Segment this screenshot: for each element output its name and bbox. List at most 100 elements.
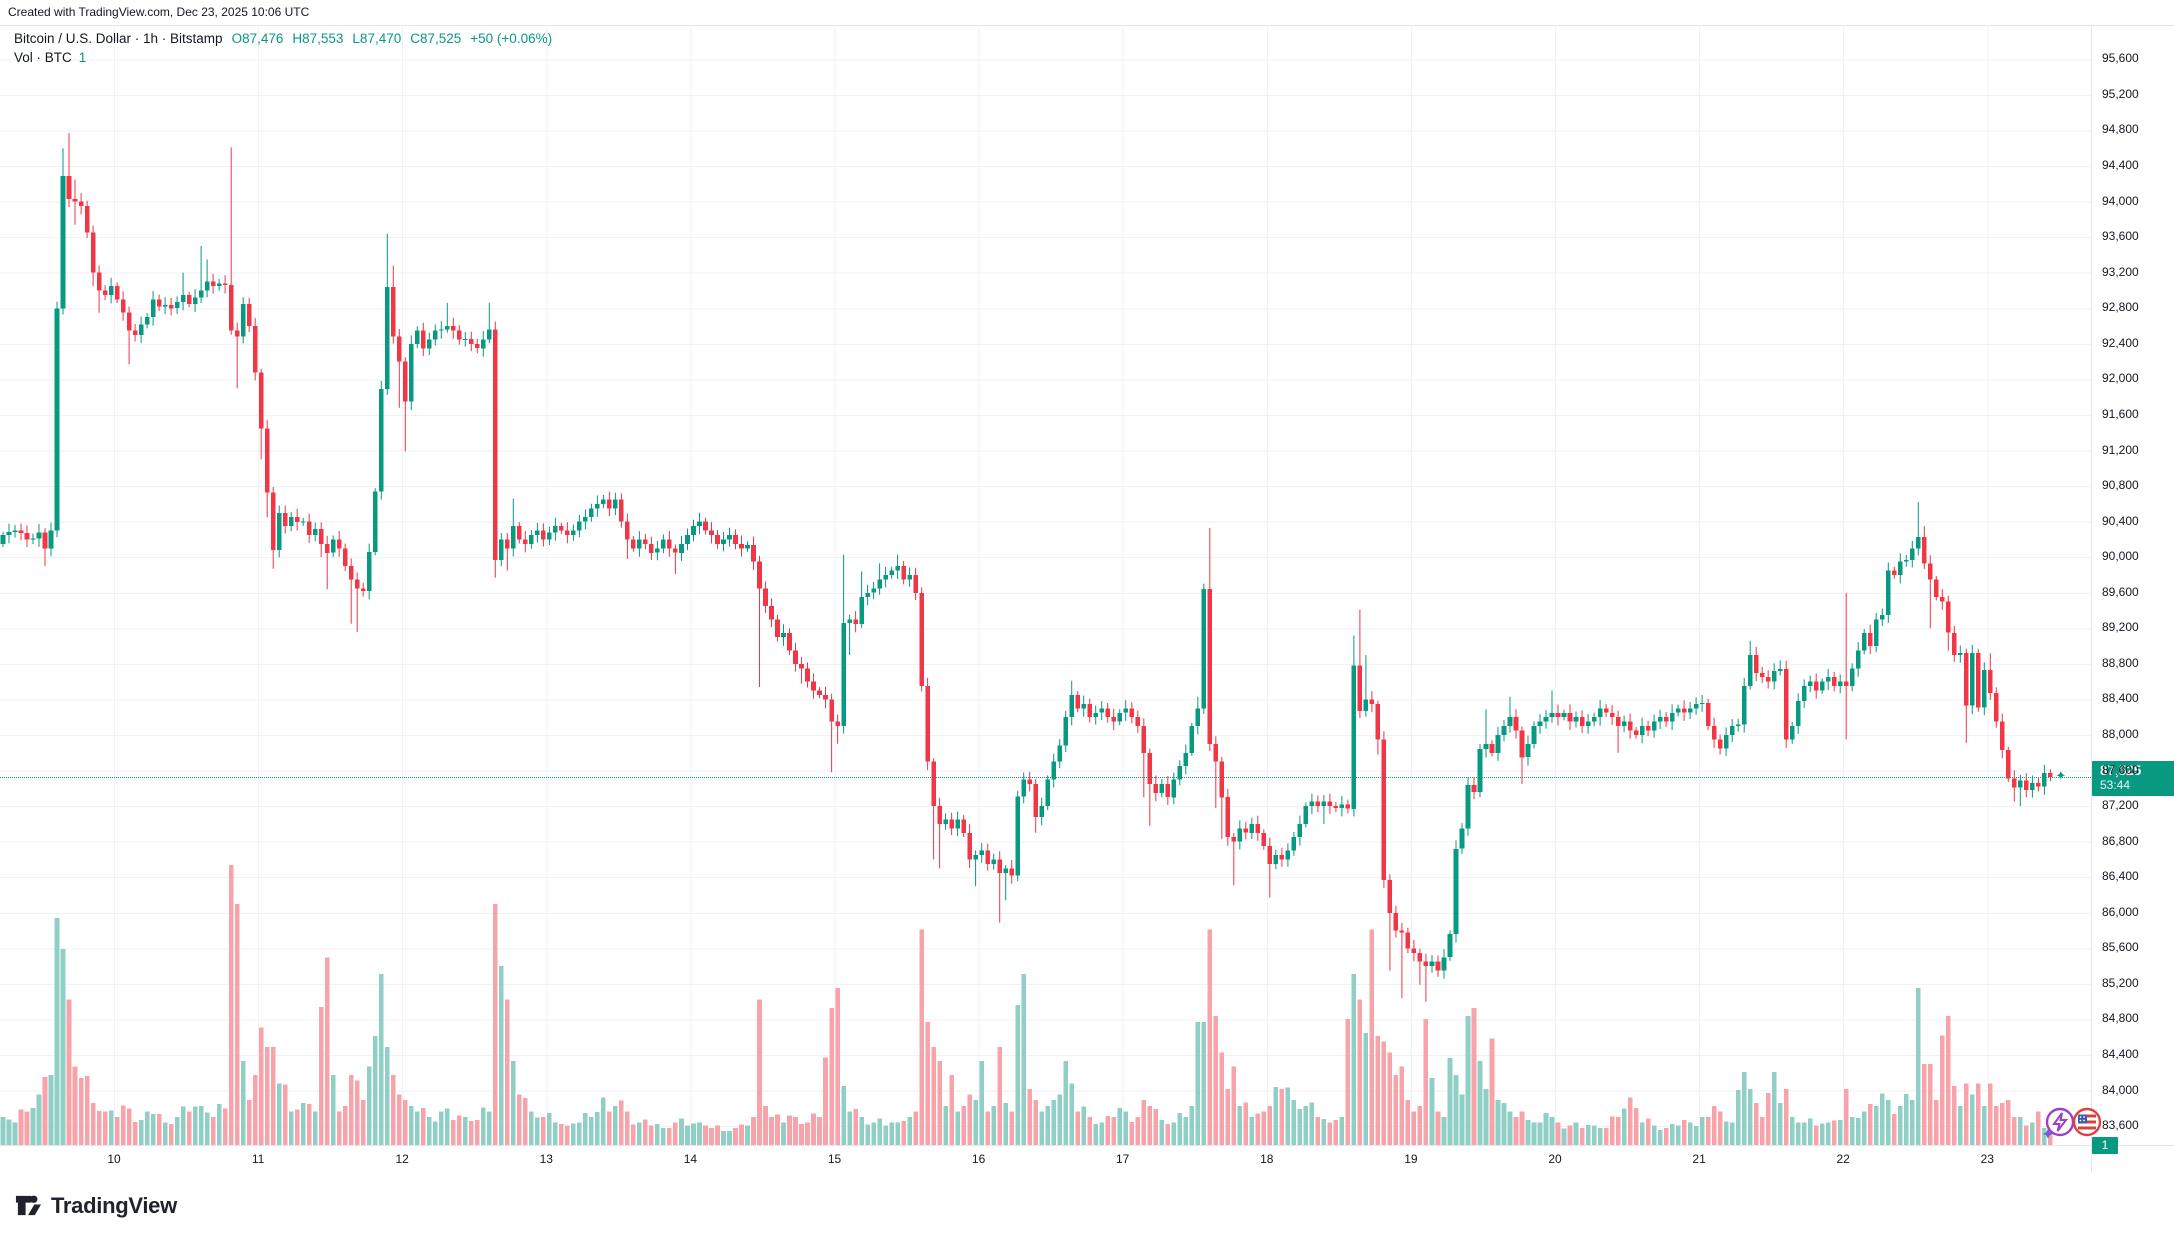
price-gridline — [0, 59, 2091, 61]
candle-wick — [68, 133, 70, 207]
volume-bar — [30, 1107, 36, 1145]
volume-bar — [895, 1122, 900, 1145]
volume-bar — [523, 1098, 528, 1145]
candle-body — [1561, 712, 1567, 718]
volume-bar — [1651, 1125, 1657, 1145]
candle-body — [1039, 806, 1044, 817]
volume-bar — [775, 1114, 780, 1145]
candle-body — [210, 281, 216, 286]
volume-bar — [1369, 929, 1375, 1145]
candle-body — [366, 551, 372, 591]
volume-label[interactable]: Vol · BTC — [14, 50, 72, 65]
volume-bar — [1663, 1128, 1669, 1145]
candle-body — [799, 663, 804, 669]
volume-bar — [1633, 1107, 1639, 1145]
candle-body — [583, 517, 588, 522]
time-axis-label: 13 — [539, 1152, 553, 1166]
volume-bar — [1279, 1089, 1285, 1145]
volume-bar — [661, 1128, 666, 1145]
volume-bar — [1549, 1117, 1555, 1145]
candle-body — [1093, 712, 1098, 718]
candle-body — [1477, 749, 1483, 792]
candle-body — [391, 286, 396, 337]
volume-bar — [1477, 1061, 1483, 1145]
volume-bar — [577, 1122, 582, 1145]
volume-bar — [2012, 1117, 2017, 1145]
volume-bar — [330, 1075, 336, 1145]
day-gridline — [1843, 25, 1845, 1145]
candle-body — [1982, 670, 1987, 708]
price-gridline — [0, 557, 2091, 559]
volume-bar — [1837, 1119, 1843, 1145]
volume-bar — [132, 1121, 138, 1145]
volume-bar — [673, 1122, 678, 1145]
candle-body — [1075, 695, 1080, 709]
us-flag-event-icon[interactable] — [2072, 1107, 2102, 1137]
volume-bar — [240, 1061, 246, 1145]
candle-body — [961, 819, 966, 833]
candle-body — [1904, 559, 1909, 562]
candle-body — [156, 299, 162, 307]
candle-body — [1321, 801, 1327, 807]
volume-bar — [1321, 1118, 1327, 1145]
candle-body — [336, 539, 342, 549]
price-gridline — [0, 912, 2091, 914]
volume-bar — [415, 1111, 420, 1145]
candle-wick — [837, 714, 839, 744]
ai-event-icon[interactable] — [2043, 1107, 2075, 1139]
candle-wick — [356, 572, 358, 632]
candle-body — [2036, 783, 2041, 787]
volume-bar — [841, 1086, 846, 1145]
tradingview-logo-text: TradingView — [51, 1192, 177, 1218]
price-axis-label: 91,600 — [2102, 406, 2139, 421]
price-axis-label: 86,800 — [2102, 833, 2139, 848]
candle-body — [1423, 961, 1429, 967]
volume-bar — [1357, 999, 1363, 1145]
price-axis-border — [2091, 25, 2092, 1172]
candle-body — [1045, 779, 1050, 807]
ohlc-high: H87,553 — [292, 31, 344, 46]
candle-body — [132, 330, 138, 335]
time-axis-label: 10 — [107, 1152, 121, 1166]
time-axis-label: 19 — [1404, 1152, 1418, 1166]
volume-bar — [252, 1075, 258, 1145]
volume-bar — [1585, 1125, 1591, 1145]
symbol-title[interactable]: Bitcoin / U.S. Dollar · 1h · Bitstamp — [14, 31, 223, 46]
candle-body — [1291, 837, 1297, 851]
candle-body — [1627, 721, 1633, 731]
volume-bar — [937, 1061, 942, 1145]
candle-body — [1381, 739, 1387, 880]
tradingview-logo[interactable]: TradingView — [15, 1192, 177, 1219]
candle-body — [1237, 828, 1243, 842]
candle-body — [1021, 779, 1026, 797]
price-axis-label: 85,600 — [2102, 940, 2139, 955]
attribution-text: Created with TradingView.com, Dec 23, 20… — [8, 5, 310, 19]
candle-wick — [326, 535, 328, 590]
candle-body — [1165, 783, 1171, 798]
candle-body — [1573, 717, 1579, 722]
volume-bar — [757, 999, 762, 1145]
volume-bar — [180, 1106, 186, 1145]
candle-body — [1783, 669, 1789, 740]
day-gridline — [690, 25, 692, 1145]
candle-body — [1501, 726, 1507, 735]
volume-bar — [517, 1094, 522, 1145]
volume-bar — [1105, 1115, 1110, 1145]
candle-body — [1597, 708, 1603, 718]
candle-body — [769, 606, 774, 620]
candle-wick — [506, 533, 508, 571]
candle-body — [1279, 855, 1285, 860]
candle-body — [613, 499, 618, 509]
candle-body — [1741, 686, 1747, 725]
volume-bar — [1988, 1083, 1993, 1145]
time-axis-label: 21 — [1692, 1152, 1706, 1166]
volume-bar — [541, 1117, 546, 1145]
candle-body — [511, 526, 516, 549]
volume-bar — [847, 1111, 852, 1145]
candle-body — [1777, 669, 1783, 671]
candle-body — [258, 372, 264, 429]
candle-body — [877, 579, 882, 589]
tradingview-logo-icon — [15, 1195, 42, 1216]
candle-body — [385, 286, 390, 390]
